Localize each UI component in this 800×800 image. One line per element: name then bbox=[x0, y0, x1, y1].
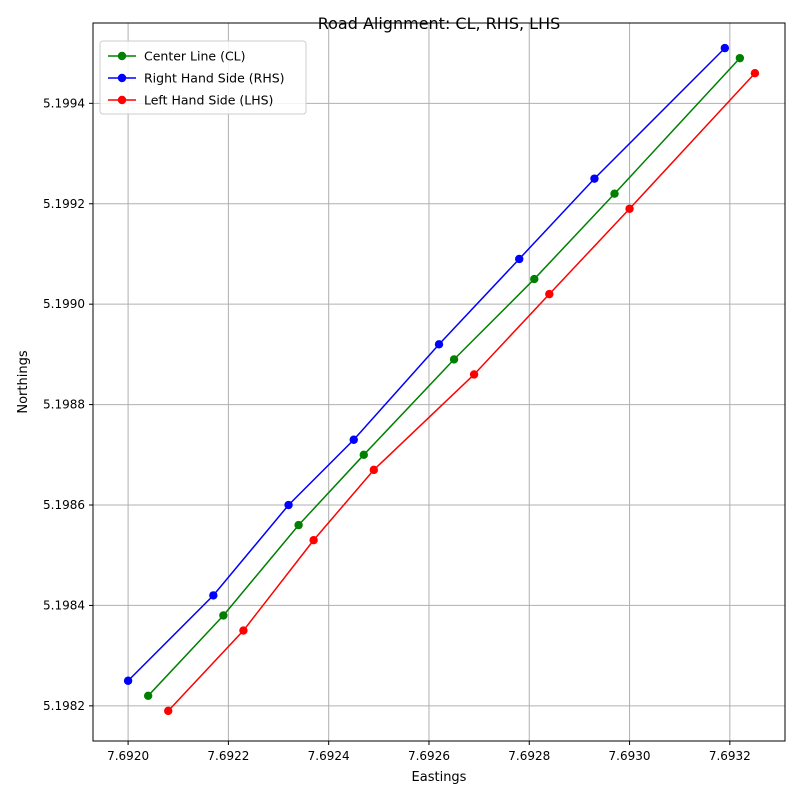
data-point bbox=[434, 340, 444, 349]
legend-item: Right Hand Side (RHS) bbox=[108, 71, 285, 86]
x-tick-label: 7.6922 bbox=[207, 749, 249, 763]
data-point bbox=[449, 355, 459, 364]
legend-label: Left Hand Side (LHS) bbox=[144, 93, 273, 108]
x-tick-label: 7.6928 bbox=[508, 749, 550, 763]
data-point bbox=[610, 189, 619, 198]
series-layer bbox=[123, 43, 760, 716]
chart-title: Road Alignment: CL, RHS, LHS bbox=[318, 14, 561, 33]
data-point bbox=[469, 370, 479, 379]
series-line bbox=[167, 72, 756, 712]
y-tick-label: 5.1990 bbox=[43, 297, 85, 311]
data-point bbox=[735, 53, 745, 63]
y-tick-label: 5.1986 bbox=[43, 498, 85, 512]
x-axis-label: Eastings bbox=[412, 770, 467, 785]
data-point bbox=[349, 435, 358, 444]
legend-marker bbox=[117, 51, 127, 61]
data-point bbox=[284, 500, 293, 510]
data-point bbox=[309, 535, 318, 545]
y-tick-label: 5.1988 bbox=[43, 398, 85, 412]
y-tick-label: 5.1984 bbox=[43, 598, 85, 612]
plot-area bbox=[93, 23, 785, 741]
legend-marker bbox=[117, 73, 127, 83]
series-line bbox=[127, 47, 726, 682]
data-point bbox=[545, 289, 554, 299]
data-point bbox=[164, 706, 173, 716]
series-1 bbox=[123, 43, 730, 685]
data-point bbox=[369, 465, 379, 475]
data-point bbox=[625, 204, 634, 213]
series-2 bbox=[164, 69, 760, 716]
data-point bbox=[750, 69, 760, 78]
y-tick-label: 5.1994 bbox=[43, 96, 85, 110]
data-point bbox=[515, 254, 524, 264]
x-tick-label: 7.6930 bbox=[609, 749, 651, 763]
legend: Center Line (CL) Right Hand Side (RHS) Lef… bbox=[99, 40, 307, 115]
legend-item: Center Line (CL) bbox=[108, 49, 246, 64]
data-point bbox=[590, 174, 599, 183]
legend-item: Left Hand Side (LHS) bbox=[108, 93, 273, 108]
y-tick-label: 5.1992 bbox=[43, 197, 85, 211]
data-point bbox=[219, 611, 228, 620]
data-point bbox=[209, 591, 218, 600]
data-point bbox=[359, 450, 368, 460]
legend-label: Center Line (CL) bbox=[144, 49, 246, 64]
data-point bbox=[239, 626, 248, 635]
x-tick-label: 7.6932 bbox=[709, 749, 751, 763]
plot-frame bbox=[92, 22, 786, 742]
legend-label: Right Hand Side (RHS) bbox=[144, 71, 285, 86]
axis-ticks: 7.6920 7.6922 7.6924 7.6926 7.6928 7.6930 7.69… bbox=[43, 96, 751, 763]
data-point bbox=[294, 520, 303, 530]
y-tick-label: 5.1982 bbox=[43, 699, 85, 713]
data-point bbox=[720, 43, 730, 53]
data-point bbox=[530, 274, 539, 284]
legend-box bbox=[99, 40, 307, 115]
data-point bbox=[123, 676, 133, 685]
x-tick-label: 7.6920 bbox=[107, 749, 149, 763]
x-tick-label: 7.6924 bbox=[308, 749, 350, 763]
series-0 bbox=[143, 53, 745, 701]
y-axis-label: Northings bbox=[16, 350, 31, 413]
legend-items: Center Line (CL) Right Hand Side (RHS) Lef… bbox=[108, 49, 285, 108]
series-line bbox=[147, 57, 741, 697]
grid bbox=[93, 23, 785, 741]
data-point bbox=[143, 691, 153, 701]
x-tick-label: 7.6926 bbox=[408, 749, 450, 763]
legend-marker bbox=[117, 95, 127, 105]
